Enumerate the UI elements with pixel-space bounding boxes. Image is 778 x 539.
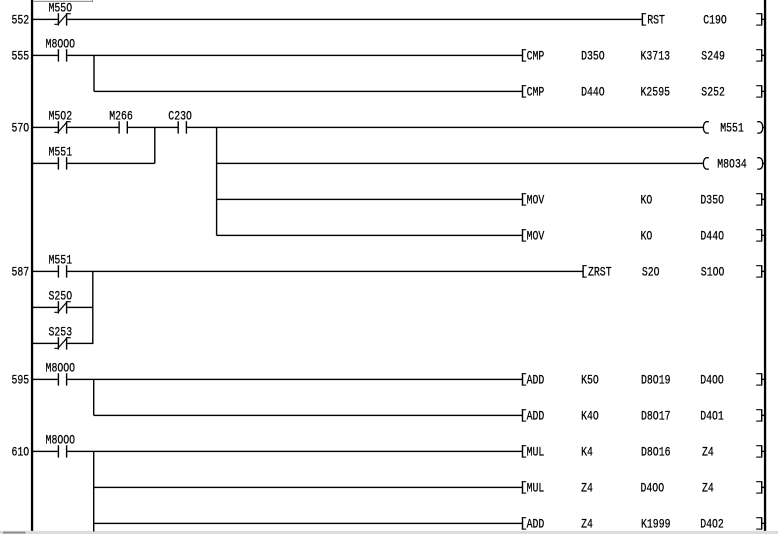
svg-text:D8O17: D8O17 — [641, 409, 671, 423]
svg-text:D8O19: D8O19 — [641, 373, 671, 387]
svg-text:C19O: C19O — [703, 13, 727, 27]
svg-text:Z4: Z4 — [702, 481, 714, 495]
svg-text:D4OO: D4OO — [700, 373, 724, 387]
svg-text:ADD: ADD — [527, 409, 545, 423]
svg-text:KO: KO — [641, 193, 653, 207]
svg-text:595: 595 — [12, 373, 30, 387]
svg-text:S252: S252 — [701, 85, 725, 99]
svg-text:D35O: D35O — [700, 193, 724, 207]
svg-text:D35O: D35O — [581, 49, 605, 63]
svg-text:K4O: K4O — [581, 409, 599, 423]
svg-text:M55O: M55O — [49, 1, 73, 15]
svg-text:M8OOO: M8OOO — [46, 361, 76, 375]
svg-text:K2595: K2595 — [641, 85, 671, 99]
svg-text:555: 555 — [12, 49, 30, 63]
svg-text:D4O2: D4O2 — [700, 517, 724, 531]
svg-text:D8O16: D8O16 — [641, 445, 671, 459]
svg-text:D44O: D44O — [581, 85, 605, 99]
svg-text:S2O: S2O — [642, 265, 660, 279]
svg-text:D4O1: D4O1 — [700, 409, 724, 423]
svg-text:K3713: K3713 — [641, 49, 671, 63]
svg-text:S25O: S25O — [49, 289, 73, 303]
svg-text:CMP: CMP — [527, 49, 545, 63]
svg-text:M8OOO: M8OOO — [46, 433, 76, 447]
svg-text:S1OO: S1OO — [701, 265, 725, 279]
svg-text:MUL: MUL — [527, 481, 545, 495]
svg-text:KO: KO — [641, 229, 653, 243]
svg-text:C23O: C23O — [168, 109, 192, 123]
svg-text:61O: 61O — [12, 445, 30, 459]
svg-text:M5O2: M5O2 — [49, 109, 73, 123]
svg-text:587: 587 — [12, 265, 30, 279]
svg-text:K5O: K5O — [581, 373, 599, 387]
svg-text:D44O: D44O — [700, 229, 724, 243]
svg-text:S253: S253 — [49, 325, 73, 339]
svg-text:MOV: MOV — [527, 229, 545, 243]
svg-text:M551: M551 — [49, 253, 73, 267]
svg-text:K1999: K1999 — [641, 517, 671, 531]
svg-text:RST: RST — [647, 13, 665, 27]
svg-text:M8OOO: M8OOO — [46, 37, 76, 51]
svg-text:M551: M551 — [49, 145, 73, 159]
svg-text:57O: 57O — [12, 121, 30, 135]
svg-text:Z4: Z4 — [581, 517, 593, 531]
svg-text:552: 552 — [12, 13, 30, 27]
svg-text:ZRST: ZRST — [588, 265, 612, 279]
svg-text:D4OO: D4OO — [641, 481, 665, 495]
svg-text:Z4: Z4 — [581, 481, 593, 495]
svg-text:K4: K4 — [581, 445, 593, 459]
svg-text:S249: S249 — [701, 49, 725, 63]
svg-text:MOV: MOV — [527, 193, 545, 207]
svg-text:M8O34: M8O34 — [717, 157, 747, 171]
svg-text:CMP: CMP — [527, 85, 545, 99]
svg-text:Z4: Z4 — [702, 445, 714, 459]
svg-text:M266: M266 — [109, 109, 133, 123]
svg-text:ADD: ADD — [527, 517, 545, 531]
svg-text:M551: M551 — [720, 121, 744, 135]
svg-text:ADD: ADD — [527, 373, 545, 387]
svg-text:MUL: MUL — [527, 445, 545, 459]
